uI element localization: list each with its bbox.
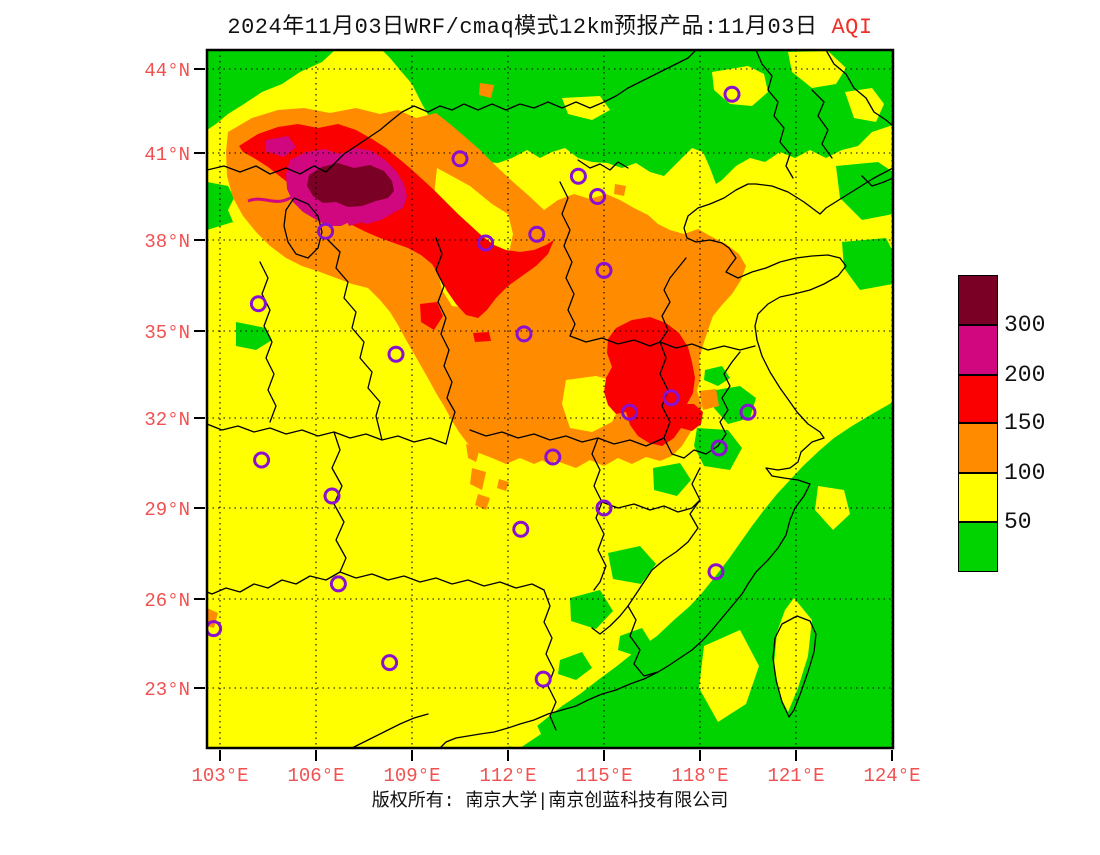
x-tick-label: 112°E bbox=[479, 765, 536, 787]
x-tick-label: 118°E bbox=[671, 765, 728, 787]
x-tick-label: 106°E bbox=[287, 765, 344, 787]
legend-swatch bbox=[958, 325, 998, 375]
x-tick-label: 121°E bbox=[767, 765, 824, 787]
city-station-marker bbox=[544, 448, 562, 466]
city-station-marker bbox=[329, 575, 347, 593]
city-station-marker bbox=[739, 403, 757, 421]
city-station-marker bbox=[662, 389, 680, 407]
station-markers bbox=[207, 85, 757, 688]
axis-ticks bbox=[194, 68, 893, 761]
city-station-marker bbox=[249, 295, 267, 313]
legend-swatch bbox=[958, 275, 998, 325]
x-tick-label: 124°E bbox=[863, 765, 920, 787]
city-station-marker bbox=[707, 563, 725, 581]
legend-threshold-label: 50 bbox=[1004, 509, 1032, 535]
y-tick-label: 35°N bbox=[144, 322, 190, 344]
city-station-marker bbox=[710, 439, 728, 457]
legend-threshold-label: 150 bbox=[1004, 410, 1046, 436]
x-axis-labels: 103°E 106°E 109°E 112°E 115°E 118°E 121°E 124°E bbox=[191, 765, 920, 787]
legend-threshold-label: 200 bbox=[1004, 362, 1046, 388]
city-station-marker bbox=[477, 234, 495, 252]
coastline bbox=[439, 167, 893, 748]
page-title: 2024年11月03日WRF/cmaq模式12km预报产品:11月03日 AQI bbox=[0, 8, 1100, 40]
x-tick-label: 103°E bbox=[191, 765, 248, 787]
city-station-marker bbox=[253, 451, 271, 469]
y-tick-label: 38°N bbox=[144, 231, 190, 253]
aqi-yellow-pockets bbox=[494, 51, 884, 748]
map-canvas bbox=[207, 50, 893, 748]
y-tick-label: 29°N bbox=[144, 499, 190, 521]
x-tick-label: 109°E bbox=[383, 765, 440, 787]
city-station-marker bbox=[381, 654, 399, 672]
city-station-marker bbox=[723, 85, 741, 103]
city-station-marker bbox=[595, 499, 613, 517]
title-variable-label: AQI bbox=[831, 15, 873, 40]
city-station-marker bbox=[621, 403, 639, 421]
city-station-marker bbox=[512, 520, 530, 538]
y-tick-label: 26°N bbox=[144, 590, 190, 612]
city-station-marker bbox=[534, 670, 552, 688]
legend-threshold-label: 100 bbox=[1004, 460, 1046, 486]
city-station-marker bbox=[207, 620, 223, 638]
legend-swatch bbox=[958, 522, 998, 572]
map-border bbox=[205, 48, 895, 750]
city-station-marker bbox=[387, 345, 405, 363]
legend-threshold-label: 300 bbox=[1004, 312, 1046, 338]
city-station-marker bbox=[317, 222, 335, 240]
city-station-marker bbox=[515, 325, 533, 343]
y-tick-label: 23°N bbox=[144, 679, 190, 701]
legend-swatch bbox=[958, 473, 998, 522]
city-station-marker bbox=[569, 167, 587, 185]
city-station-marker bbox=[451, 150, 469, 168]
city-station-marker bbox=[323, 487, 341, 505]
aqi-band-over-300 bbox=[307, 163, 394, 207]
y-tick-label: 44°N bbox=[144, 60, 190, 82]
legend-swatch bbox=[958, 423, 998, 473]
y-axis-labels: 44°N 41°N 38°N 35°N 32°N 29°N 26°N 23°N bbox=[144, 60, 190, 701]
taiwan-outline bbox=[772, 615, 817, 718]
y-tick-label: 41°N bbox=[144, 144, 190, 166]
city-station-marker bbox=[595, 261, 613, 279]
x-tick-label: 115°E bbox=[575, 765, 632, 787]
legend-swatch bbox=[958, 375, 998, 423]
city-station-marker bbox=[589, 188, 607, 205]
y-tick-label: 32°N bbox=[144, 409, 190, 431]
title-text: 2024年11月03日WRF/cmaq模式12km预报产品:11月03日 bbox=[227, 15, 818, 40]
copyright-text: 版权所有: 南京大学|南京创蓝科技有限公司 bbox=[371, 792, 729, 812]
city-station-marker bbox=[528, 225, 546, 243]
